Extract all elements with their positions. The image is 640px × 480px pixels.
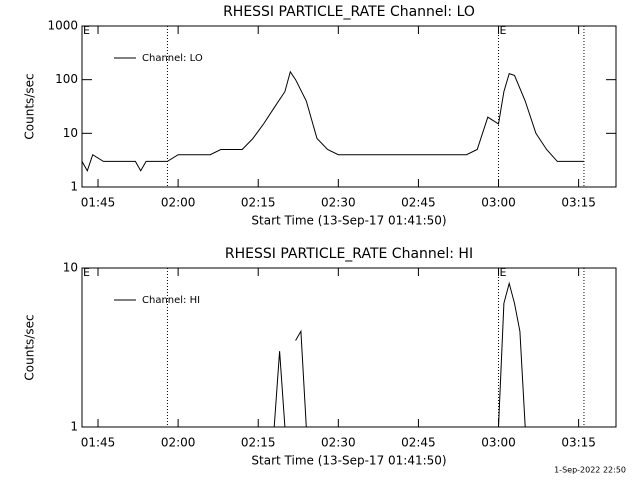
annotation: E [83,24,90,37]
x-axis-label: Start Time (13-Sep-17 01:41:50) [251,454,446,468]
x-tick-label: 03:15 [561,196,596,210]
x-tick-label: 03:00 [481,196,516,210]
y-tick-label: 10 [63,261,78,275]
annotation: E [83,266,90,279]
y-tick-label: 1 [70,180,78,194]
x-tick-label: 03:15 [561,436,596,450]
y-tick-label: 10 [63,126,78,140]
chart-title: RHESSI PARTICLE_RATE Channel: HI [225,246,473,262]
series-line [81,70,584,173]
annotation: E [500,24,507,37]
x-tick-label: 02:45 [401,436,436,450]
footer: 1-Sep-2022 22:50 [554,466,626,475]
x-tick-label: 03:00 [481,436,516,450]
annotation: E [500,266,507,279]
x-tick-label: 02:30 [321,436,356,450]
x-tick-label: 02:00 [161,436,196,450]
x-axis-label: Start Time (13-Sep-17 01:41:50) [251,214,446,228]
y-tick-label: 1 [70,420,78,434]
legend-label: Channel: LO [142,53,203,64]
chart-title: RHESSI PARTICLE_RATE Channel: LO [223,4,475,20]
plot-frame [81,25,617,188]
x-tick-label: 02:45 [401,196,436,210]
y-axis-label: Counts/sec [23,314,37,380]
y-tick-label: 100 [55,72,78,86]
x-tick-label: 02:00 [161,196,196,210]
legend-label: Channel: HI [142,295,200,306]
x-tick-label: 01:45 [81,196,116,210]
plot-frame [81,267,617,428]
x-tick-label: 01:45 [81,436,116,450]
x-tick-label: 02:15 [241,196,276,210]
y-tick-label: 1000 [47,19,78,33]
x-tick-label: 02:30 [321,196,356,210]
x-tick-label: 02:15 [241,436,276,450]
series-line [273,281,526,428]
y-axis-label: Counts/sec [23,73,37,139]
